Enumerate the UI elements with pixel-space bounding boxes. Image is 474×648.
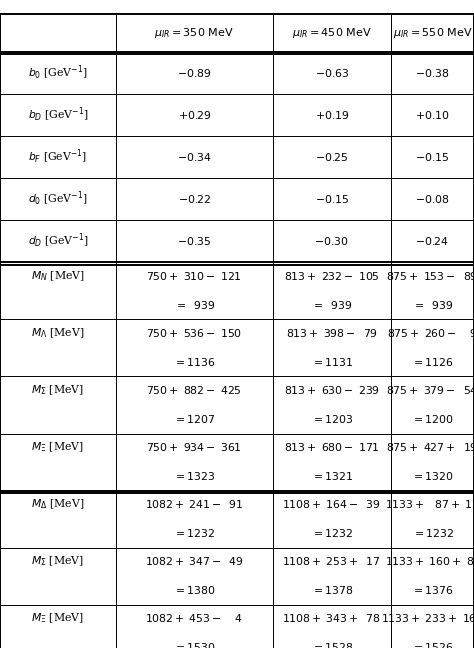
Text: $=\;\;939$: $=\;\;939$	[412, 299, 453, 310]
Text: $M_\Sigma$ [MeV]: $M_\Sigma$ [MeV]	[31, 555, 84, 568]
Text: $1082+\;453-\;\;\;\;4$: $1082+\;453-\;\;\;\;4$	[145, 612, 244, 624]
Text: $+0.29$: $+0.29$	[177, 109, 211, 121]
Text: $-0.08$: $-0.08$	[415, 193, 450, 205]
Text: $750+\;310-\;121$: $750+\;310-\;121$	[146, 270, 242, 282]
Text: $=1528$: $=1528$	[310, 641, 353, 648]
Text: $-0.22$: $-0.22$	[178, 193, 211, 205]
Text: $=1321$: $=1321$	[311, 470, 353, 481]
Text: $+0.19$: $+0.19$	[315, 109, 349, 121]
Text: $=1380$: $=1380$	[173, 584, 216, 596]
Text: $1108+\;164-\;\;39$: $1108+\;164-\;\;39$	[283, 498, 381, 510]
Text: $=1232$: $=1232$	[311, 527, 353, 538]
Text: $=1136$: $=1136$	[173, 356, 216, 367]
Text: $\mu_{IR} = 550\ \mathrm{MeV}$: $\mu_{IR} = 550\ \mathrm{MeV}$	[392, 26, 473, 40]
Text: $-0.25$: $-0.25$	[315, 151, 349, 163]
Text: $=1530$: $=1530$	[173, 641, 216, 648]
Text: $=1323$: $=1323$	[173, 470, 215, 481]
Text: $b_F$ [GeV$^{-1}$]: $b_F$ [GeV$^{-1}$]	[28, 148, 87, 167]
Text: $-0.15$: $-0.15$	[415, 151, 450, 163]
Text: $=\;\;939$: $=\;\;939$	[311, 299, 352, 310]
Text: $=1526$: $=1526$	[411, 641, 454, 648]
Text: $b_D$ [GeV$^{-1}$]: $b_D$ [GeV$^{-1}$]	[27, 106, 88, 124]
Text: $M_\Delta$ [MeV]: $M_\Delta$ [MeV]	[31, 498, 84, 511]
Text: $M_\Sigma$ [MeV]: $M_\Sigma$ [MeV]	[31, 384, 84, 397]
Text: $\mu_{IR} = 350\ \mathrm{MeV}$: $\mu_{IR} = 350\ \mathrm{MeV}$	[155, 26, 234, 40]
Text: $-0.63$: $-0.63$	[315, 67, 349, 79]
Text: $1133+\;233+\;160$: $1133+\;233+\;160$	[381, 612, 474, 624]
Text: $875+\;260-\;\;\;\;9$: $875+\;260-\;\;\;\;9$	[387, 327, 474, 339]
Text: $=1203$: $=1203$	[311, 413, 353, 424]
Text: $-0.15$: $-0.15$	[315, 193, 349, 205]
Text: $813+\;680-\;171$: $813+\;680-\;171$	[284, 441, 380, 453]
Text: $b_0$ [GeV$^{-1}$]: $b_0$ [GeV$^{-1}$]	[28, 64, 88, 82]
Text: $=1232$: $=1232$	[411, 527, 454, 538]
Text: $-0.34$: $-0.34$	[177, 151, 212, 163]
Text: $=1131$: $=1131$	[311, 356, 353, 367]
Text: $=1376$: $=1376$	[411, 584, 454, 596]
Text: $750+\;882-\;425$: $750+\;882-\;425$	[146, 384, 242, 396]
Text: $-0.30$: $-0.30$	[314, 235, 349, 248]
Text: $1108+\;343+\;\;78$: $1108+\;343+\;\;78$	[283, 612, 381, 624]
Text: $1108+\;253+\;\;17$: $1108+\;253+\;\;17$	[283, 555, 381, 567]
Text: $=1320$: $=1320$	[411, 470, 454, 481]
Text: $875+\;153-\;\;89$: $875+\;153-\;\;89$	[386, 270, 474, 282]
Text: $1133+\;\;\;87+\;12$: $1133+\;\;\;87+\;12$	[385, 498, 474, 510]
Text: $d_0$ [GeV$^{-1}$]: $d_0$ [GeV$^{-1}$]	[28, 190, 88, 209]
Text: $1082+\;241-\;\;91$: $1082+\;241-\;\;91$	[145, 498, 244, 510]
Text: $813+\;630-\;239$: $813+\;630-\;239$	[284, 384, 380, 396]
Text: $750+\;934-\;361$: $750+\;934-\;361$	[146, 441, 242, 453]
Text: $813+\;232-\;105$: $813+\;232-\;105$	[284, 270, 380, 282]
Text: $=1232$: $=1232$	[173, 527, 215, 538]
Text: $875+\;427+\;\;19$: $875+\;427+\;\;19$	[386, 441, 474, 453]
Text: $813+\;398-\;\;79$: $813+\;398-\;\;79$	[286, 327, 378, 339]
Text: $M_N$ [MeV]: $M_N$ [MeV]	[31, 270, 85, 283]
Text: $875+\;379-\;\;54$: $875+\;379-\;\;54$	[386, 384, 474, 396]
Text: $=1200$: $=1200$	[411, 413, 454, 424]
Text: $+0.10$: $+0.10$	[415, 109, 450, 121]
Text: $-0.89$: $-0.89$	[177, 67, 211, 79]
Text: $-0.24$: $-0.24$	[416, 235, 449, 248]
Text: $750+\;536-\;150$: $750+\;536-\;150$	[146, 327, 242, 339]
Text: $M_\Lambda$ [MeV]: $M_\Lambda$ [MeV]	[31, 327, 84, 340]
Text: $=\;\;939$: $=\;\;939$	[174, 299, 215, 310]
Text: $-0.38$: $-0.38$	[415, 67, 450, 79]
Text: $d_D$ [GeV$^{-1}$]: $d_D$ [GeV$^{-1}$]	[27, 232, 88, 251]
Text: $M_\Xi$ [MeV]: $M_\Xi$ [MeV]	[31, 612, 84, 625]
Text: $1133+\;160+\;83$: $1133+\;160+\;83$	[384, 555, 474, 567]
Text: $=1126$: $=1126$	[411, 356, 454, 367]
Text: $1082+\;347-\;\;49$: $1082+\;347-\;\;49$	[145, 555, 244, 567]
Text: $=1378$: $=1378$	[310, 584, 353, 596]
Text: $-0.35$: $-0.35$	[177, 235, 211, 248]
Text: $=1207$: $=1207$	[173, 413, 215, 424]
Text: $M_\Xi$ [MeV]: $M_\Xi$ [MeV]	[31, 441, 84, 454]
Text: $\mu_{IR} = 450\ \mathrm{MeV}$: $\mu_{IR} = 450\ \mathrm{MeV}$	[292, 26, 372, 40]
